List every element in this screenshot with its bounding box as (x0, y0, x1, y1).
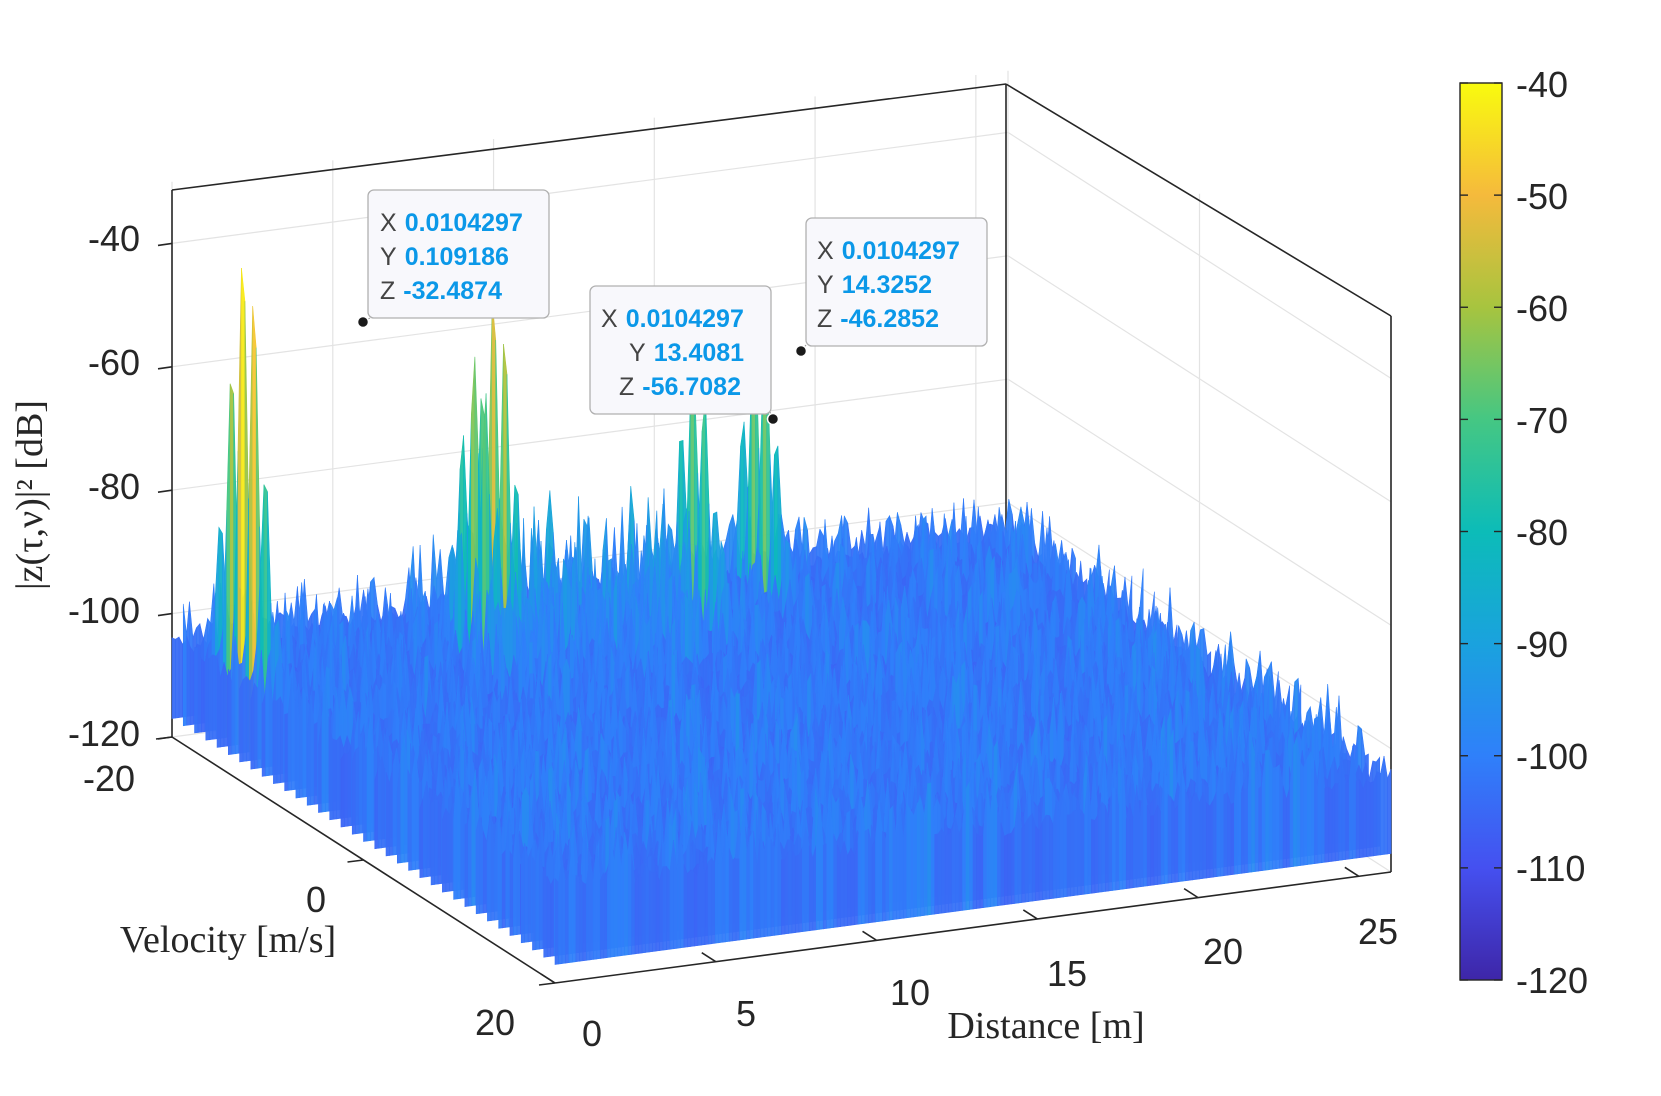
surface-patch (273, 700, 278, 784)
surface-patch (385, 772, 390, 857)
surface-patch (246, 675, 251, 762)
surface-patch (189, 645, 195, 726)
surface-patch (178, 636, 183, 718)
surface-patch (250, 683, 255, 770)
surface-patch (284, 713, 289, 792)
surface-patch (336, 735, 341, 820)
surface-patch (400, 735, 405, 864)
edge-top-right (1005, 83, 1392, 317)
surface-patch (389, 766, 394, 856)
surface-patch (363, 746, 368, 842)
surface-mesh (171, 268, 1392, 965)
surface-patch (280, 696, 285, 784)
surface-patch (220, 662, 225, 748)
surface-patch (208, 654, 214, 741)
surface-patch (340, 752, 345, 828)
surface-patch (175, 636, 180, 719)
surface-patch (374, 768, 379, 850)
surface-patch (223, 662, 228, 747)
surface-patch (302, 687, 307, 798)
surface-patch (332, 738, 337, 820)
surface-patch (186, 636, 191, 726)
surface-patch (242, 675, 247, 762)
surface-patch (358, 731, 363, 834)
edge-top-back (171, 83, 1007, 191)
surface-patch (201, 658, 206, 733)
surface-patch (313, 721, 318, 805)
surface-patch (381, 756, 386, 849)
surface-patch (347, 746, 352, 827)
surface-patch (377, 756, 383, 849)
surface-patch (261, 692, 266, 777)
surface-patch (197, 648, 202, 733)
surface-patch (171, 637, 176, 719)
surface-patch (355, 746, 360, 835)
surface-patch (254, 682, 259, 770)
surface-patch (351, 749, 357, 835)
surface-patch (344, 753, 349, 827)
surface-patch (239, 679, 244, 763)
surface-patch (194, 646, 199, 734)
surface-patch (276, 696, 281, 784)
surface-patch (329, 735, 334, 821)
surface-patch (205, 655, 210, 741)
surface-patch (392, 748, 397, 856)
surface-patch (212, 654, 217, 740)
surface-patch (228, 668, 233, 756)
